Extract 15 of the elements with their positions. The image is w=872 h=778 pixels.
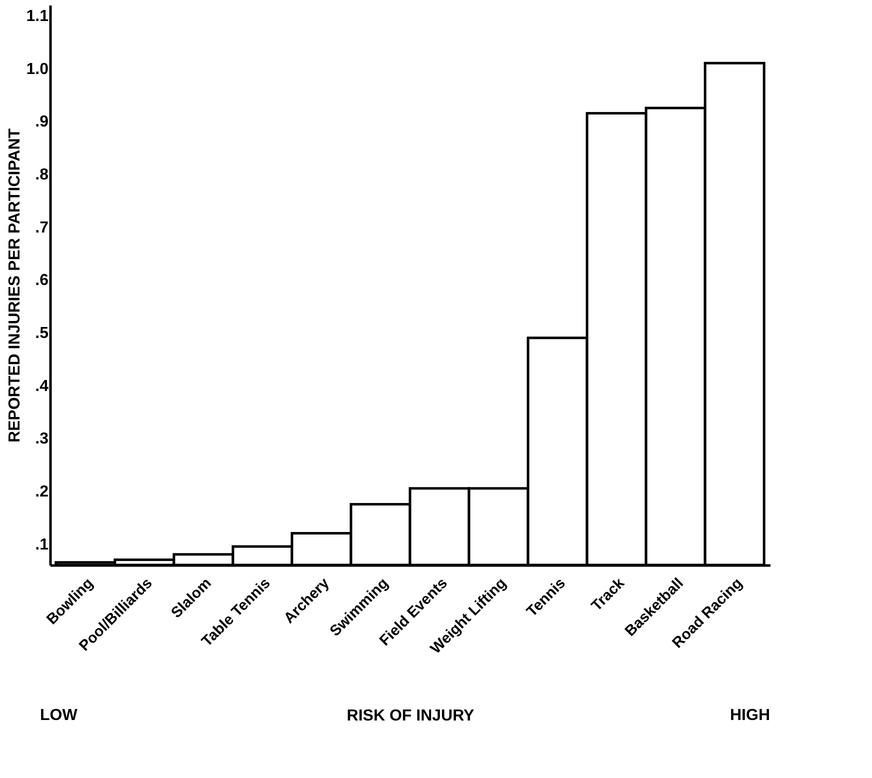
y-tick-label: .7 (35, 219, 49, 236)
y-tick-label: .1 (35, 536, 49, 554)
y-tick-label: .2 (35, 484, 49, 501)
y-tick-label: .6 (35, 272, 49, 290)
y-tick-label: .3 (35, 430, 49, 448)
y-tick-label: 1.0 (26, 60, 49, 78)
x-axis-title: RISK OF INJURY (346, 708, 475, 724)
y-tick-label: .9 (35, 114, 49, 131)
y-tick-label: .8 (35, 166, 49, 184)
text: LOW (40, 707, 78, 724)
y-tick-label: .5 (35, 325, 49, 342)
y-tick-label: 1.1 (26, 8, 49, 26)
y-tick-label: .4 (35, 378, 49, 395)
text: HIGH (730, 707, 770, 724)
y-axis-title: REPORTED INJURIES PER PARTICIPANT (6, 128, 24, 443)
